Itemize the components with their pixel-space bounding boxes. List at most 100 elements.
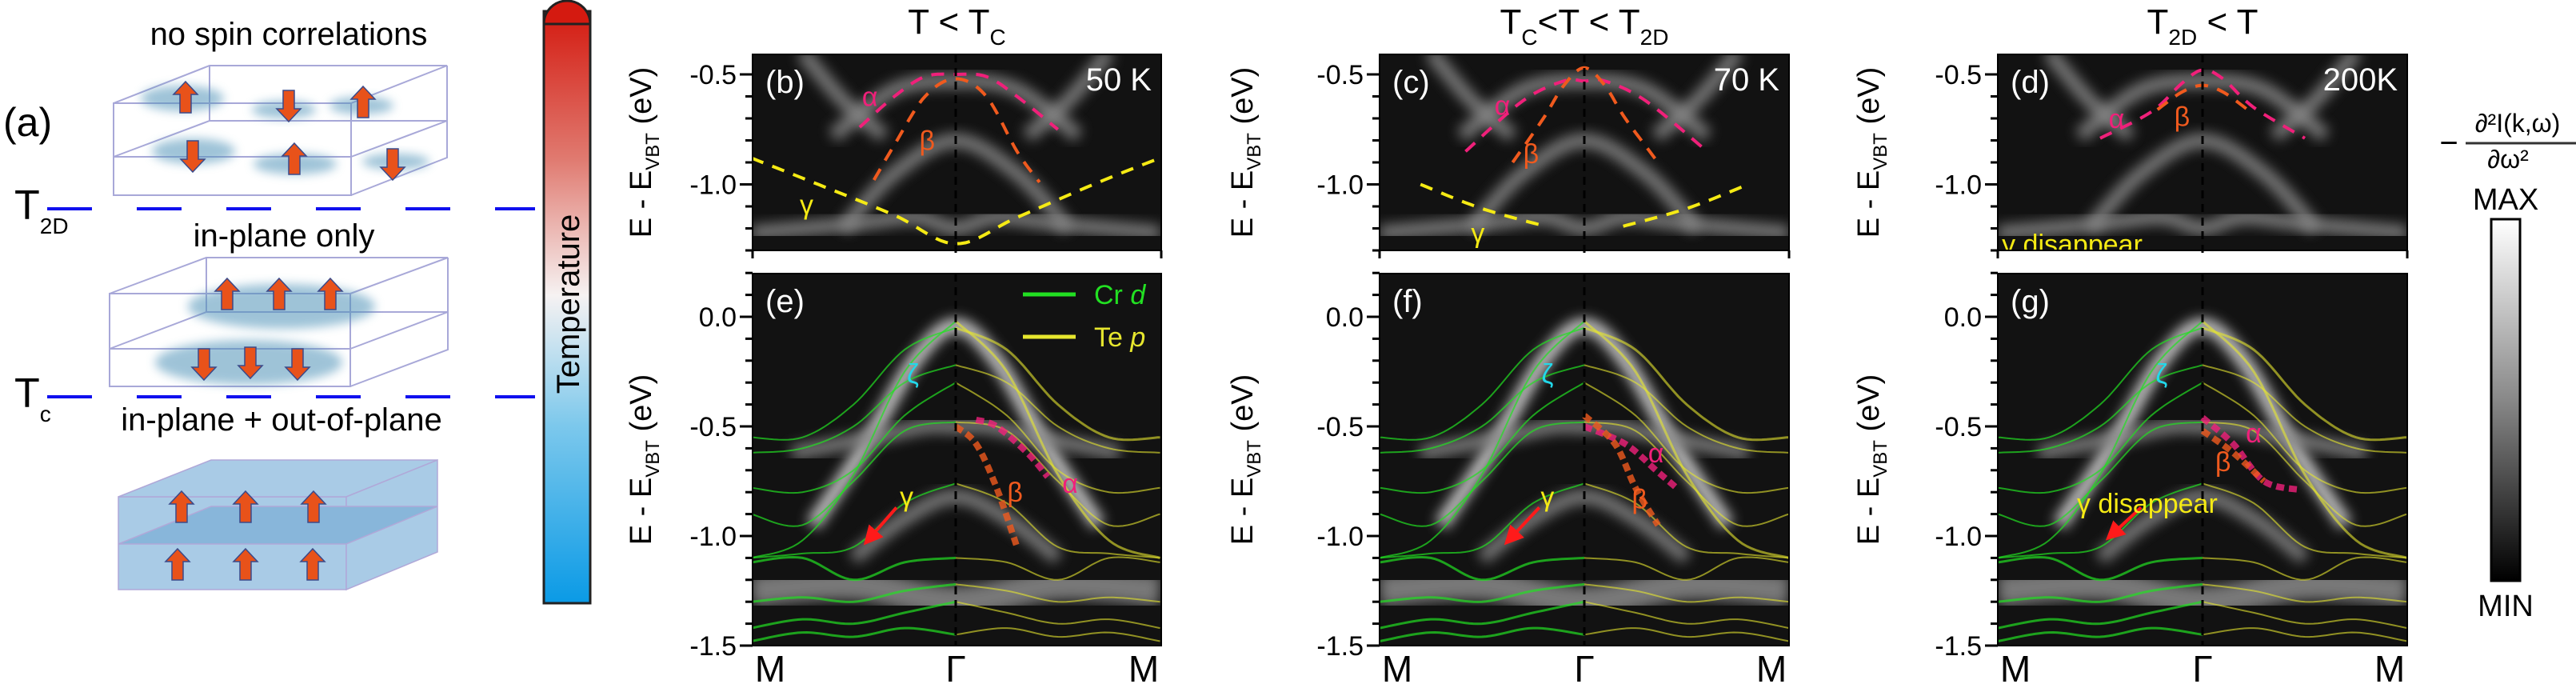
- x-tick-label: M: [2374, 648, 2405, 690]
- panel-label: (c): [1392, 65, 1430, 100]
- phase-label-in-plane: in-plane only: [194, 218, 375, 254]
- spin-down-arrow-icon: [284, 348, 311, 382]
- y-axis-label: E - EVBT (eV): [625, 67, 664, 238]
- intensity-ridge: [829, 74, 1083, 142]
- t2d-label: T2D: [14, 182, 69, 238]
- dft-band-te-p: [2201, 320, 2407, 559]
- dft-band-te-p: [955, 421, 1160, 527]
- spin-up-arrow-icon: [232, 547, 259, 581]
- dft-band-te-p: [2202, 382, 2407, 494]
- intensity-ridge: [806, 318, 1105, 530]
- y-tick-label: -1.0: [1935, 522, 1982, 552]
- x-tick-label: M: [1382, 648, 1412, 690]
- y-tick-label: -1.5: [1935, 631, 1982, 662]
- dft-band-cr-d: [753, 555, 957, 582]
- colorbar-minus: −: [2439, 126, 2458, 161]
- x-tick-label: Γ: [945, 648, 965, 690]
- lattice-box-ordered: [118, 458, 438, 591]
- x-tick-label: M: [755, 648, 785, 690]
- panel-label: (d): [2011, 65, 2050, 100]
- dft-band-te-p: [2202, 482, 2407, 559]
- dft-band-cr-d: [1380, 626, 1585, 642]
- dft-band-cr-d: [1380, 600, 1585, 630]
- y-tick-label: -0.5: [1935, 60, 1982, 90]
- zeta-band-label: ζ: [907, 359, 919, 390]
- dft-band-te-p: [1584, 382, 1789, 494]
- beta-band-dashed-line: [953, 423, 1020, 549]
- panel-label: (g): [2011, 284, 2050, 319]
- intensity-ridge: [797, 54, 889, 142]
- dft-band-cr-d: [753, 600, 957, 630]
- spin-up-arrow-icon: [281, 142, 308, 175]
- panel-frame: [1379, 273, 1790, 646]
- dft-band-te-p: [2202, 583, 2407, 603]
- gamma-band-label: γ: [1540, 482, 1554, 513]
- dft-band-cr-d: [1998, 364, 2203, 454]
- dft-band-te-p: [2202, 627, 2407, 642]
- beta-band-label: β: [1007, 478, 1023, 508]
- spin-up-arrow-icon: [164, 547, 191, 581]
- dft-band-te-p: [955, 556, 1160, 581]
- dft-band-te-p: [955, 583, 1160, 603]
- dft-band-cr-d: [1380, 555, 1585, 582]
- spin-up-arrow-icon: [349, 85, 377, 118]
- panel-label: (b): [765, 65, 805, 100]
- dft-band-te-p: [2202, 421, 2407, 527]
- dft-band-cr-d: [1380, 364, 1585, 454]
- colorbar-numerator: ∂²I(k,ω): [2475, 109, 2561, 138]
- legend-label-cr_d: Cr d: [1094, 280, 1146, 310]
- alpha-band-label: α: [2246, 418, 2262, 449]
- intensity-ridge: [2075, 74, 2330, 142]
- column-title: TC<T < T2D: [1500, 2, 1669, 50]
- dft-band-cr-d: [1998, 626, 2203, 642]
- colorbar-denominator: ∂ω²: [2487, 145, 2529, 174]
- temperature-value: 200K: [2323, 62, 2398, 98]
- dft-band-cr-d: [753, 482, 957, 559]
- y-axis-label: E - EVBT (eV): [1852, 67, 1891, 238]
- beta-band-dashed-line: [2200, 428, 2266, 484]
- y-tick-label: -1.0: [1316, 522, 1364, 552]
- panel-a: (a) no spin correlations T2D in-plane on…: [3, 0, 592, 605]
- dft-band-te-p: [955, 627, 1160, 642]
- x-tick-label: Γ: [2192, 648, 2212, 690]
- y-tick-label: -0.5: [1316, 412, 1364, 442]
- beta-band-label: β: [919, 126, 935, 157]
- y-axis-label: E - EVBT (eV): [1852, 374, 1891, 546]
- dft-band-te-p: [1584, 583, 1789, 603]
- y-tick-label: -0.5: [689, 60, 737, 90]
- alpha-band-dashed-line: [975, 416, 1051, 479]
- spin-arrows-random: [172, 80, 406, 182]
- dft-band-cr-d: [753, 364, 957, 454]
- dft-band-cr-d: [1998, 482, 2203, 559]
- y-axis-label: E - EVBT (eV): [625, 374, 664, 546]
- intensity-ridge: [1022, 54, 1115, 142]
- temperature-bar: [542, 10, 592, 605]
- y-tick-label: -0.5: [1935, 412, 1982, 442]
- y-tick-label: -1.5: [689, 631, 737, 662]
- dft-band-cr-d: [753, 421, 957, 527]
- y-tick-label: 0.0: [1326, 302, 1364, 333]
- panel-frame: [752, 54, 1162, 251]
- spin-down-arrow-icon: [237, 346, 264, 380]
- top-panel: α β γ disappear (d) 200K -0.5 -1.0 E - EVBT (eV…: [1852, 54, 2409, 258]
- zeta-band-label: ζ: [2155, 359, 2167, 390]
- dft-band-te-p: [2202, 601, 2407, 630]
- y-tick-label: -0.5: [1316, 60, 1364, 90]
- dft-band-cr-d: [1380, 326, 1585, 441]
- temperature-label: Temperature: [551, 214, 586, 394]
- phase-label-in-out-plane: in-plane + out-of-plane: [121, 402, 441, 438]
- dft-band-te-p: [2202, 326, 2407, 442]
- panel-a-label: (a): [3, 100, 52, 145]
- dft-band-cr-d: [753, 326, 957, 441]
- panel-frame: [1997, 273, 2408, 646]
- gamma-arrow-icon: [863, 506, 898, 546]
- dft-band-cr-d: [753, 320, 957, 559]
- dft-band-te-p: [2202, 364, 2407, 454]
- top-panel: αβ γ (c) 70 K -0.5 -1.0 E - EVBT (eV): [1226, 54, 1791, 258]
- column-title: T2D < T: [2147, 2, 2258, 50]
- gamma-arrow-icon: [1504, 506, 1541, 546]
- gamma-band-label: γ disappear: [2077, 489, 2218, 519]
- tc-label: Tc: [14, 370, 51, 426]
- dft-band-te-p: [1584, 601, 1789, 630]
